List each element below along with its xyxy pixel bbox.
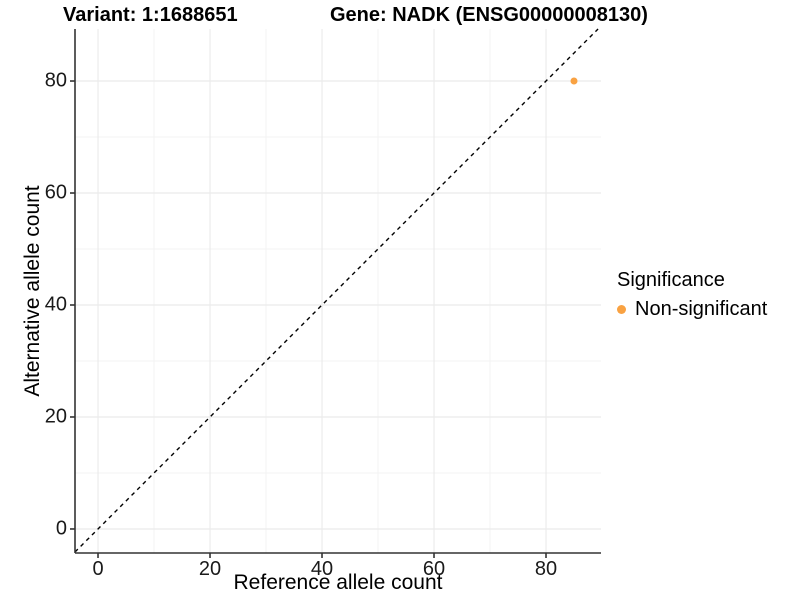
legend: Significance Non-significant (617, 269, 767, 321)
y-tick-label: 20 (44, 405, 67, 428)
x-tick-label: 60 (422, 558, 446, 580)
legend-title: Significance (617, 269, 725, 291)
y-tick-label: 60 (44, 181, 67, 204)
y-tick-label: 80 (44, 69, 67, 92)
identity-dashed-line (74, 28, 599, 553)
x-axis-title: Reference allele count (233, 571, 443, 594)
variant-title: Variant: 1:1688651 (63, 4, 238, 26)
legend-item-label: Non-significant (635, 298, 768, 320)
x-tick-label: 40 (310, 558, 334, 580)
gene-title: Gene: NADK (ENSG00000008130) (330, 4, 648, 26)
legend-item: Non-significant (617, 298, 767, 321)
y-tick-label: 40 (44, 293, 67, 316)
x-tick-label: 20 (198, 558, 222, 580)
legend-point-icon (617, 305, 626, 314)
scatter-point (570, 77, 578, 85)
y-axis-title: Alternative allele count (21, 185, 44, 397)
y-tick-label: 0 (55, 517, 67, 540)
x-tick-label: 80 (534, 558, 558, 580)
x-tick-label: 0 (92, 558, 104, 580)
